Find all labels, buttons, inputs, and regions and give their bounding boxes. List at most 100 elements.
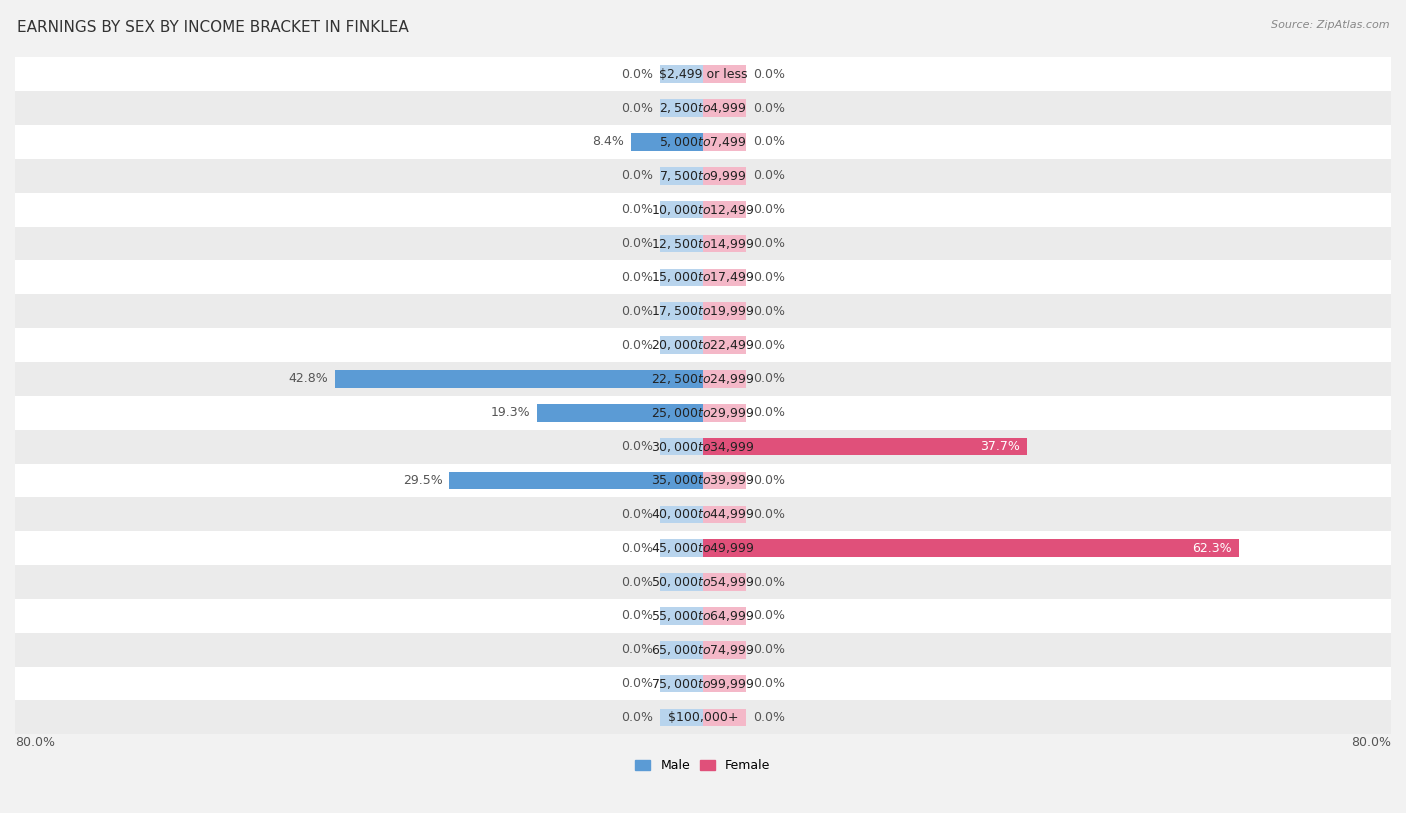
Bar: [15, 227, 1391, 260]
Text: 0.0%: 0.0%: [752, 576, 785, 589]
Text: $2,499 or less: $2,499 or less: [659, 67, 747, 80]
Bar: [450, 472, 703, 489]
Text: 0.0%: 0.0%: [752, 102, 785, 115]
Text: 29.5%: 29.5%: [402, 474, 443, 487]
Bar: [659, 235, 703, 252]
Text: 80.0%: 80.0%: [1351, 736, 1391, 749]
Text: 8.4%: 8.4%: [592, 136, 624, 149]
Bar: [703, 539, 1239, 557]
Text: 0.0%: 0.0%: [752, 677, 785, 690]
Text: 37.7%: 37.7%: [980, 440, 1021, 453]
Bar: [15, 58, 1391, 91]
Text: 0.0%: 0.0%: [752, 474, 785, 487]
Text: $10,000 to $12,499: $10,000 to $12,499: [651, 202, 755, 217]
Bar: [659, 167, 703, 185]
Bar: [703, 709, 747, 726]
Text: 0.0%: 0.0%: [752, 338, 785, 351]
Text: 42.8%: 42.8%: [288, 372, 328, 385]
Bar: [659, 268, 703, 286]
Text: 0.0%: 0.0%: [621, 338, 654, 351]
Text: 0.0%: 0.0%: [752, 508, 785, 521]
Bar: [659, 675, 703, 693]
Text: $22,500 to $24,999: $22,500 to $24,999: [651, 372, 755, 386]
Text: $30,000 to $34,999: $30,000 to $34,999: [651, 440, 755, 454]
Bar: [703, 66, 747, 83]
Bar: [15, 328, 1391, 362]
Bar: [703, 268, 747, 286]
Text: 0.0%: 0.0%: [621, 203, 654, 216]
Bar: [15, 701, 1391, 734]
Text: 0.0%: 0.0%: [621, 102, 654, 115]
Bar: [659, 66, 703, 83]
Bar: [703, 370, 747, 388]
Text: 0.0%: 0.0%: [621, 305, 654, 318]
Text: 0.0%: 0.0%: [621, 508, 654, 521]
Bar: [15, 463, 1391, 498]
Bar: [15, 125, 1391, 159]
Bar: [703, 133, 747, 150]
Bar: [659, 302, 703, 320]
Bar: [703, 607, 747, 624]
Text: 0.0%: 0.0%: [621, 169, 654, 182]
Bar: [659, 573, 703, 591]
Bar: [15, 91, 1391, 125]
Bar: [15, 531, 1391, 565]
Bar: [659, 99, 703, 117]
Text: 0.0%: 0.0%: [621, 67, 654, 80]
Bar: [537, 404, 703, 422]
Text: $15,000 to $17,499: $15,000 to $17,499: [651, 271, 755, 285]
Text: 0.0%: 0.0%: [621, 271, 654, 284]
Bar: [15, 294, 1391, 328]
Text: EARNINGS BY SEX BY INCOME BRACKET IN FINKLEA: EARNINGS BY SEX BY INCOME BRACKET IN FIN…: [17, 20, 409, 35]
Text: $7,500 to $9,999: $7,500 to $9,999: [659, 169, 747, 183]
Bar: [15, 565, 1391, 599]
Bar: [335, 370, 703, 388]
Text: $75,000 to $99,999: $75,000 to $99,999: [651, 676, 755, 690]
Bar: [703, 337, 747, 354]
Bar: [703, 167, 747, 185]
Bar: [659, 641, 703, 659]
Text: 0.0%: 0.0%: [752, 610, 785, 623]
Text: 0.0%: 0.0%: [621, 576, 654, 589]
Bar: [15, 159, 1391, 193]
Bar: [631, 133, 703, 150]
Bar: [703, 675, 747, 693]
Text: $100,000+: $100,000+: [668, 711, 738, 724]
Bar: [703, 404, 747, 422]
Text: 0.0%: 0.0%: [752, 643, 785, 656]
Text: $20,000 to $22,499: $20,000 to $22,499: [651, 338, 755, 352]
Bar: [15, 599, 1391, 633]
Text: 0.0%: 0.0%: [752, 203, 785, 216]
Text: 0.0%: 0.0%: [621, 610, 654, 623]
Bar: [15, 396, 1391, 430]
Bar: [703, 573, 747, 591]
Text: 0.0%: 0.0%: [621, 541, 654, 554]
Bar: [659, 539, 703, 557]
Bar: [703, 99, 747, 117]
Bar: [15, 667, 1391, 701]
Text: $17,500 to $19,999: $17,500 to $19,999: [651, 304, 755, 318]
Text: 0.0%: 0.0%: [621, 711, 654, 724]
Text: Source: ZipAtlas.com: Source: ZipAtlas.com: [1271, 20, 1389, 30]
Text: 0.0%: 0.0%: [752, 271, 785, 284]
Bar: [15, 498, 1391, 531]
Bar: [703, 506, 747, 523]
Bar: [703, 641, 747, 659]
Text: 0.0%: 0.0%: [752, 305, 785, 318]
Text: 0.0%: 0.0%: [752, 169, 785, 182]
Text: $40,000 to $44,999: $40,000 to $44,999: [651, 507, 755, 521]
Bar: [703, 472, 747, 489]
Bar: [15, 260, 1391, 294]
Text: $45,000 to $49,999: $45,000 to $49,999: [651, 541, 755, 555]
Text: $65,000 to $74,999: $65,000 to $74,999: [651, 643, 755, 657]
Bar: [703, 438, 1028, 455]
Text: 0.0%: 0.0%: [752, 136, 785, 149]
Bar: [15, 633, 1391, 667]
Legend: Male, Female: Male, Female: [630, 754, 776, 777]
Text: $55,000 to $64,999: $55,000 to $64,999: [651, 609, 755, 623]
Text: $50,000 to $54,999: $50,000 to $54,999: [651, 575, 755, 589]
Text: 0.0%: 0.0%: [752, 237, 785, 250]
Text: $12,500 to $14,999: $12,500 to $14,999: [651, 237, 755, 250]
Bar: [703, 201, 747, 219]
Bar: [703, 302, 747, 320]
